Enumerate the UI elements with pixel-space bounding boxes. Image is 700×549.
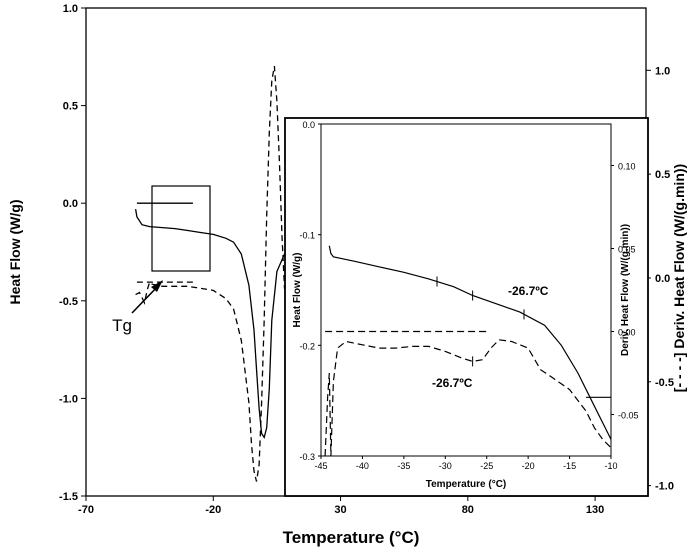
main-y2-tick-label: -0.5 xyxy=(655,377,674,389)
inset-x-tick-label: -20 xyxy=(522,461,535,471)
inset-x-tick-label: -15 xyxy=(563,461,576,471)
main-series-dashed-line xyxy=(135,65,303,482)
main-y2-tick-label: 1.0 xyxy=(655,65,670,77)
main-series-solid-line xyxy=(134,208,303,439)
inset-y2-tick-label: -0.05 xyxy=(618,411,639,421)
inset-annotation-dashed: -26.7ºC xyxy=(432,376,473,390)
main-series-group xyxy=(134,65,303,482)
main-y-tick-label: -0.5 xyxy=(59,296,78,308)
inset-x-tick-label: -45 xyxy=(314,461,327,471)
inset-y2-tick-label: 0.10 xyxy=(618,162,636,172)
y-axis-title: Heat Flow (W/g) xyxy=(7,200,23,305)
main-x-tick-label: -70 xyxy=(78,504,94,516)
main-y-tick-label: 0.0 xyxy=(63,198,78,210)
tg-label: Tg xyxy=(112,316,132,335)
x-axis-title: Temperature (°C) xyxy=(283,528,420,547)
main-x-tick-label: 80 xyxy=(462,504,474,516)
main-y-tick-label: 1.0 xyxy=(63,3,78,15)
y2-axis-title: [- - - -] Deriv. Heat Flow (W/(g.min)) xyxy=(671,164,687,392)
tg-region-box xyxy=(151,185,211,272)
inset-plot-frame xyxy=(320,123,612,457)
inset-y-tick-label: -0.2 xyxy=(299,341,315,351)
main-x-tick-label: 130 xyxy=(586,504,604,516)
main-y2-tick-label: -1.0 xyxy=(655,481,674,493)
inset-annotation-solid: -26.7ºC xyxy=(508,284,549,298)
main-tick-group: -70 -20 30 80 130 -1.5 -1.0 -0.5 0.0 0.5 1.0 -1.0 -0… xyxy=(59,3,674,516)
inset-x-tick-label: -10 xyxy=(604,461,617,471)
inset-y-tick-label: 0.0 xyxy=(302,120,315,130)
main-y-tick-label: -1.5 xyxy=(59,491,78,503)
inset-y2-axis-title: Deriv. Heat Flow (W/(g.min)) xyxy=(620,224,631,356)
inset-tick-group: -45 -40 -35 -30 -25 -20 -15 -10 -0.3 -0.2 -0.1 0.0 -… xyxy=(299,120,638,471)
inset-y-tick-label: -0.1 xyxy=(299,231,315,241)
main-y-tick-label: -1.0 xyxy=(59,393,78,405)
inset-series-group xyxy=(324,245,612,457)
inset-series-dashed-line xyxy=(324,339,612,457)
inset-y2-tick-label: 0.00 xyxy=(618,328,636,338)
inset-x-tick-label: -35 xyxy=(397,461,410,471)
main-y2-tick-label: 0.0 xyxy=(655,273,670,285)
tg-arrowhead xyxy=(151,280,163,292)
inset-x-tick-label: -40 xyxy=(356,461,369,471)
inset-x-tick-label: -25 xyxy=(480,461,493,471)
main-x-tick-label: 30 xyxy=(334,504,346,516)
main-x-tick-label: -20 xyxy=(205,504,221,516)
inset-x-tick-label: -30 xyxy=(439,461,452,471)
inset-y2-tick-label: 0.05 xyxy=(618,245,636,255)
inset-panel xyxy=(284,117,649,497)
inset-x-axis-title: Temperature (°C) xyxy=(426,479,507,490)
main-y-tick-label: 0.5 xyxy=(63,101,78,113)
main-y2-tick-label: 0.5 xyxy=(655,169,670,181)
inset-y-tick-label: -0.3 xyxy=(299,452,315,462)
inset-y-axis-title: Heat Flow (W/g) xyxy=(292,253,303,328)
inset-series-solid-line xyxy=(328,245,612,440)
